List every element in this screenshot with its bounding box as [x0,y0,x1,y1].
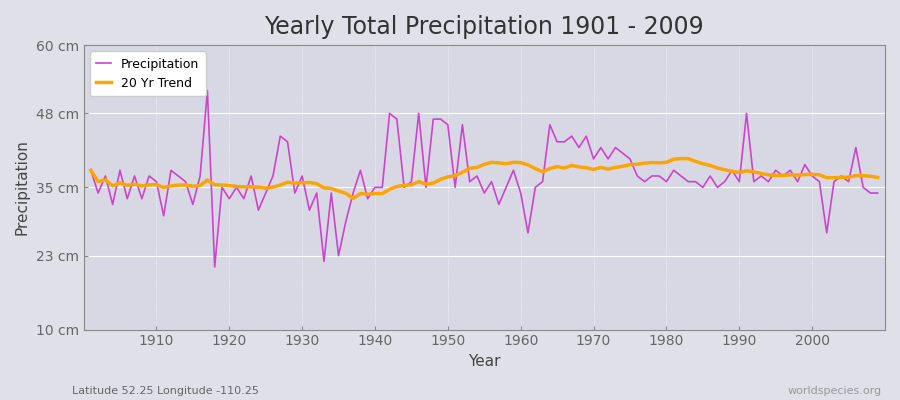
Precipitation [319,259,329,264]
Precipitation [872,191,883,196]
20 Yr Trend [610,165,621,170]
Text: Latitude 52.25 Longitude -110.25: Latitude 52.25 Longitude -110.25 [72,386,259,396]
Line: 20 Yr Trend: 20 Yr Trend [91,159,878,198]
Text: worldspecies.org: worldspecies.org [788,386,882,396]
X-axis label: Year: Year [468,354,500,369]
Precipitation [617,151,628,156]
Legend: Precipitation, 20 Yr Trend: Precipitation, 20 Yr Trend [90,51,205,96]
20 Yr Trend [516,160,526,165]
Precipitation [523,230,534,235]
20 Yr Trend [355,191,365,196]
20 Yr Trend [872,175,883,180]
Precipitation [86,168,96,173]
Title: Yearly Total Precipitation 1901 - 2009: Yearly Total Precipitation 1901 - 2009 [265,15,704,39]
20 Yr Trend [683,156,694,161]
Precipitation [530,185,541,190]
20 Yr Trend [347,196,358,201]
Y-axis label: Precipitation: Precipitation [15,140,30,235]
Precipitation [210,264,220,269]
Precipitation [202,88,212,93]
Line: Precipitation: Precipitation [91,91,878,267]
20 Yr Trend [144,182,155,187]
Precipitation [144,174,155,178]
20 Yr Trend [304,180,315,185]
Precipitation [363,196,374,201]
20 Yr Trend [86,168,96,173]
20 Yr Trend [523,162,534,167]
